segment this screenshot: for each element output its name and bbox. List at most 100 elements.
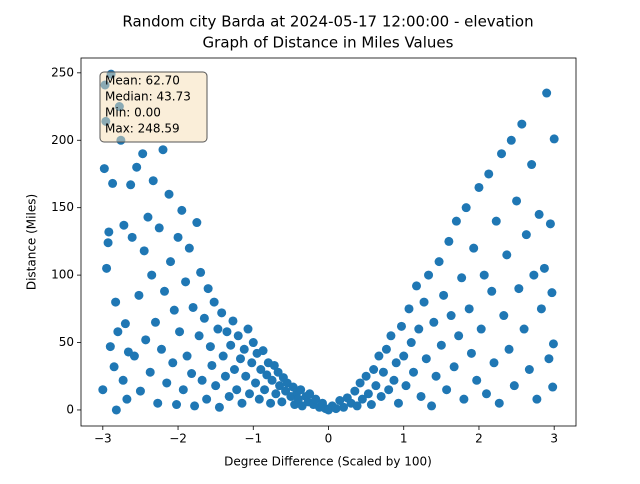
- point: [434, 257, 444, 267]
- point: [233, 331, 243, 341]
- point: [99, 164, 109, 174]
- point: [442, 385, 452, 395]
- point: [504, 344, 514, 354]
- point: [241, 371, 251, 381]
- point: [389, 375, 399, 385]
- point: [547, 288, 557, 298]
- stat-line: Max: 248.59: [105, 122, 180, 136]
- point: [396, 321, 406, 331]
- point: [296, 385, 306, 395]
- point: [481, 389, 491, 399]
- point: [254, 394, 264, 404]
- x-tick-label: −1: [244, 432, 262, 446]
- point: [416, 391, 426, 401]
- point: [374, 351, 384, 361]
- point: [444, 236, 454, 246]
- point: [251, 378, 261, 388]
- point: [196, 267, 206, 277]
- y-tick-label: 250: [51, 65, 74, 79]
- point: [168, 358, 178, 368]
- point: [232, 385, 242, 395]
- point: [175, 327, 185, 337]
- point: [384, 385, 394, 395]
- point: [138, 149, 148, 159]
- point: [275, 381, 285, 391]
- point: [203, 284, 213, 294]
- point: [439, 290, 449, 300]
- point: [102, 263, 112, 273]
- point: [532, 394, 542, 404]
- point: [429, 317, 439, 327]
- point: [118, 375, 128, 385]
- point: [545, 219, 555, 229]
- point: [209, 297, 219, 307]
- point: [111, 405, 121, 415]
- point: [393, 398, 403, 408]
- y-tick-label: 200: [51, 133, 74, 147]
- point: [404, 304, 414, 314]
- point: [228, 316, 238, 326]
- point: [108, 178, 118, 188]
- stat-line: Mean: 62.70: [105, 74, 180, 88]
- point: [120, 319, 130, 329]
- point: [479, 270, 489, 280]
- point: [339, 402, 349, 412]
- point: [239, 344, 249, 354]
- stats-text: Mean: 62.70 Median: 43.73 Min: 0.00 Max: 24…: [105, 74, 191, 136]
- y-tick-label: 50: [59, 335, 74, 349]
- point: [357, 394, 367, 404]
- point: [469, 243, 479, 253]
- point: [412, 281, 422, 291]
- point: [366, 400, 376, 410]
- point: [235, 354, 245, 364]
- point: [517, 119, 527, 129]
- point: [548, 382, 558, 392]
- point: [111, 297, 121, 307]
- point: [271, 389, 281, 399]
- point: [521, 230, 531, 240]
- point: [197, 375, 207, 385]
- point: [484, 169, 494, 179]
- point: [162, 378, 172, 388]
- point: [213, 324, 223, 334]
- point: [192, 218, 202, 228]
- x-tick-label: −2: [169, 432, 187, 446]
- point: [104, 227, 114, 237]
- point: [427, 401, 437, 411]
- point: [361, 371, 371, 381]
- point: [98, 385, 108, 395]
- point: [406, 338, 416, 348]
- point: [237, 398, 247, 408]
- point: [269, 360, 279, 370]
- point: [248, 338, 258, 348]
- point: [534, 209, 544, 219]
- x-tick-label: 1: [400, 432, 408, 446]
- point: [409, 367, 419, 377]
- point: [542, 88, 552, 98]
- point: [459, 394, 469, 404]
- point: [245, 389, 255, 399]
- point: [188, 302, 198, 312]
- point: [311, 394, 321, 404]
- point: [514, 284, 524, 294]
- stats-box: [99, 71, 208, 143]
- point: [156, 344, 166, 354]
- point: [190, 401, 200, 411]
- point: [502, 250, 512, 260]
- point: [454, 331, 464, 341]
- point: [266, 398, 276, 408]
- point: [499, 311, 509, 321]
- point: [127, 232, 137, 242]
- point: [529, 270, 539, 280]
- point: [524, 364, 534, 374]
- point: [166, 257, 176, 267]
- chart-subtitle: Graph of Distance in Miles Values: [203, 34, 454, 52]
- point: [205, 342, 215, 352]
- point: [491, 216, 501, 226]
- point: [436, 340, 446, 350]
- point: [414, 324, 424, 334]
- point: [355, 378, 365, 388]
- point: [536, 304, 546, 314]
- point: [135, 386, 145, 396]
